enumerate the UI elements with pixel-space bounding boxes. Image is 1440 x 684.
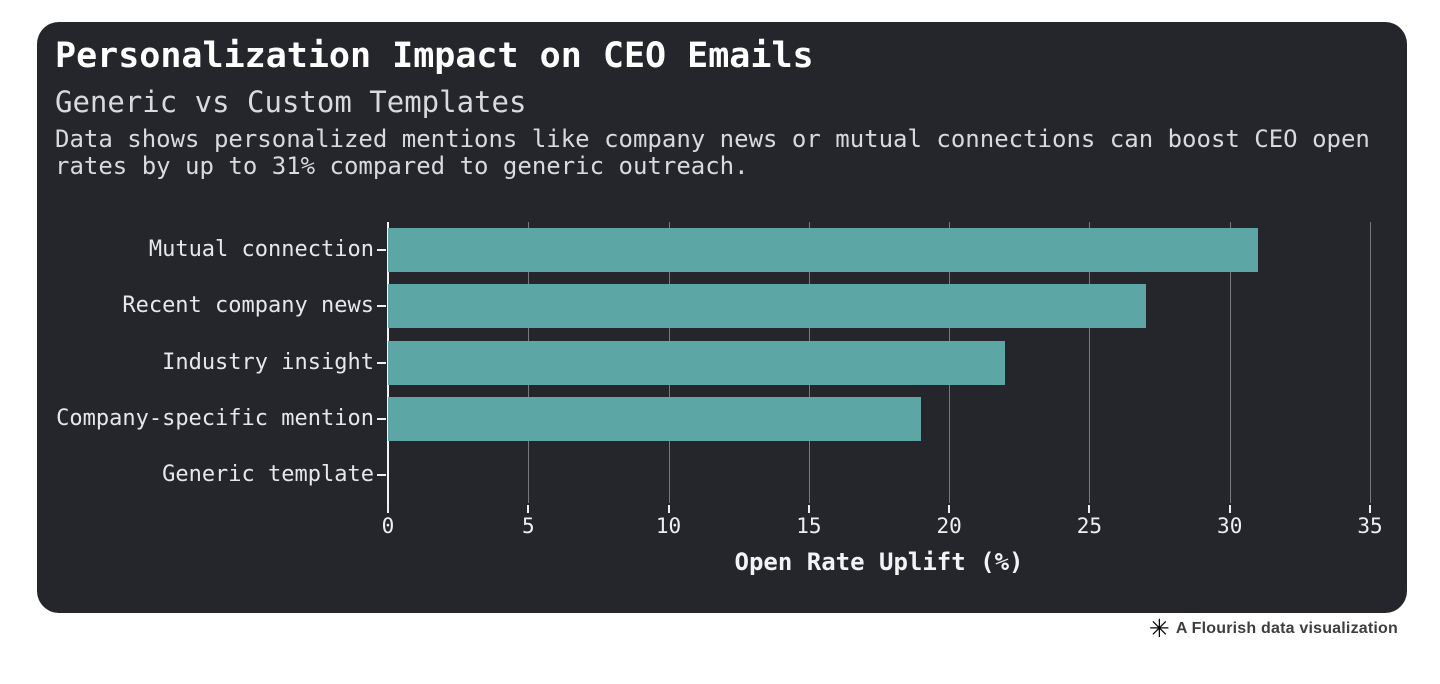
x-tick-label: 25 <box>1076 514 1103 538</box>
gridline <box>1370 222 1371 503</box>
y-axis-tick <box>377 473 386 476</box>
bar[interactable] <box>388 340 1006 385</box>
bar[interactable] <box>388 228 1258 273</box>
x-tick-label: 5 <box>521 514 535 538</box>
y-axis-tick <box>377 417 386 420</box>
chart-card: Personalization Impact on CEO Emails Gen… <box>37 22 1407 613</box>
category-label: Industry insight <box>162 349 374 375</box>
x-axis-tick <box>527 505 530 513</box>
x-tick-label: 15 <box>796 514 822 538</box>
x-axis-tick <box>1228 505 1231 513</box>
x-axis-tick <box>948 505 951 513</box>
x-axis-tick <box>667 505 670 513</box>
bar[interactable] <box>388 396 922 441</box>
y-axis-tick <box>377 249 386 252</box>
chart-description: Data shows personalized mentions like co… <box>55 125 1370 180</box>
x-axis-title: Open Rate Uplift (%) <box>734 548 1024 576</box>
y-axis-tick <box>377 361 386 364</box>
flourish-credit-link[interactable]: ✳ A Flourish data visualization <box>1149 616 1398 641</box>
chart-title: Personalization Impact on CEO Emails <box>55 36 814 76</box>
x-tick-label: 0 <box>381 514 395 538</box>
category-label: Recent company news <box>122 293 374 319</box>
x-axis-tick <box>1369 505 1371 513</box>
x-tick-label: 10 <box>655 514 682 538</box>
y-axis-tick <box>377 305 386 308</box>
x-tick-label: 20 <box>936 514 962 538</box>
x-tick-label: 35 <box>1357 514 1383 538</box>
bar[interactable] <box>388 284 1146 329</box>
flourish-credit-text: A Flourish data visualization <box>1175 619 1398 637</box>
flourish-logo-icon: ✳ <box>1148 614 1170 643</box>
x-tick-label: 30 <box>1217 514 1243 538</box>
gridline <box>1229 222 1231 503</box>
chart-subtitle: Generic vs Custom Templates <box>55 85 527 119</box>
category-label: Generic template <box>162 461 374 487</box>
gridline <box>1089 222 1091 503</box>
category-label: Company-specific mention <box>56 405 374 431</box>
category-label: Mutual connection <box>148 237 374 263</box>
x-axis-tick <box>387 505 389 513</box>
x-axis-tick <box>807 505 810 513</box>
x-axis-tick <box>1088 505 1091 513</box>
